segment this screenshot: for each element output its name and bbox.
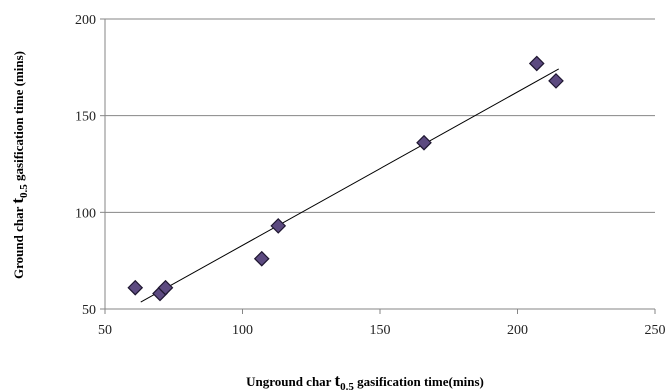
x-tick-label-50: 50: [98, 323, 112, 338]
y-axis-title-sub: 0.5: [18, 184, 30, 198]
data-point-8: [548, 73, 564, 89]
y-tick-labels: 50 100 150 200: [75, 13, 105, 318]
y-tick-label-200: 200: [75, 13, 96, 28]
data-point-1: [127, 279, 144, 296]
y-axis-title-post: gasification time (mins): [11, 51, 26, 184]
axes: [104, 19, 655, 310]
trendline: [140, 68, 559, 303]
data-point-6: [416, 134, 432, 151]
data-point-7: [528, 55, 545, 72]
data-point-3: [157, 279, 174, 296]
y-axis-title: Ground char t0.5 gasification time (mins…: [8, 51, 30, 279]
trendline-group: [140, 68, 559, 303]
data-point-5: [270, 218, 287, 234]
gridlines: [105, 18, 655, 213]
x-tick-labels: 50 100 150 200 250: [98, 309, 666, 338]
y-tick-label-50: 50: [82, 303, 96, 318]
x-tick-label-100: 100: [232, 323, 253, 338]
y-tick-label-100: 100: [75, 206, 96, 221]
y-axis-title-t: t: [8, 198, 27, 204]
x-tick-label-250: 250: [645, 323, 666, 338]
y-axis-title-pre: Ground char: [11, 204, 26, 279]
data-point-4: [253, 250, 270, 267]
data-points: [127, 55, 564, 302]
x-axis-title: Unground char t0.5 gasification time(min…: [246, 371, 484, 391]
x-axis-title-sub: 0.5: [340, 381, 354, 391]
x-axis-title-t: t: [334, 371, 340, 390]
y-tick-label-150: 150: [75, 110, 96, 125]
x-axis-title-post: gasification time(mins): [354, 374, 484, 389]
x-tick-label-200: 200: [507, 323, 528, 338]
x-tick-label-150: 150: [370, 323, 391, 338]
x-axis-title-pre: Unground char: [246, 374, 334, 389]
